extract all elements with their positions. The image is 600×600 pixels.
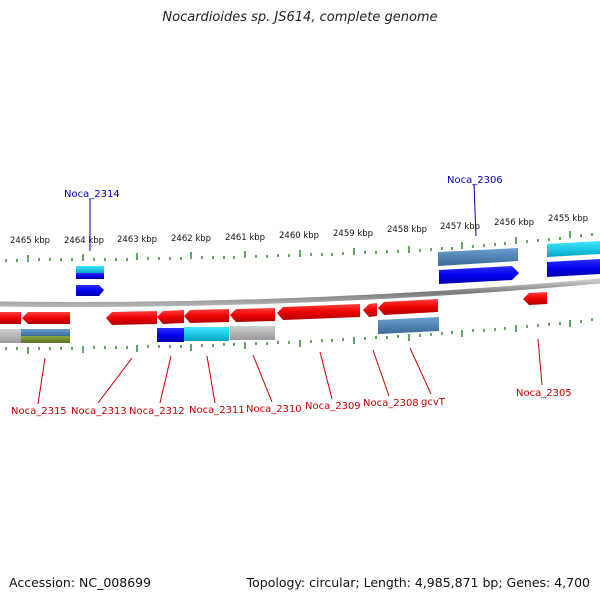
bottom-scale-ticks	[5, 318, 593, 354]
gene-label-noca-2315[interactable]: Noca_2315	[11, 406, 67, 417]
steel-feature	[438, 248, 518, 266]
steel-feature	[378, 317, 439, 334]
accession-text: Accession: NC_008699	[9, 575, 152, 590]
blue-feature	[76, 273, 104, 279]
gene-arrow	[378, 299, 438, 315]
top-scale-ticks	[5, 231, 593, 262]
scale-label: 2463 kbp	[117, 235, 157, 245]
scale-label: 2464 kbp	[64, 236, 104, 246]
gene-label-noca-2305[interactable]: Noca_2305	[516, 388, 572, 399]
gray-feature	[230, 326, 275, 340]
gene-arrow	[523, 292, 547, 305]
gene-label-noca-2306[interactable]: Noca_2306	[447, 175, 503, 186]
scale-label: 2461 kbp	[225, 233, 265, 243]
gene-label-noca-2314[interactable]: Noca_2314	[64, 189, 120, 200]
gene-label-noca-2310[interactable]: Noca_2310	[246, 404, 302, 415]
genome-backbone	[0, 278, 600, 308]
gene-label-noca-2308[interactable]: Noca_2308	[363, 398, 419, 409]
scale-label: 2456 kbp	[494, 218, 534, 228]
scale-label: 2458 kbp	[387, 225, 427, 235]
scale-label: 2457 kbp	[440, 222, 480, 232]
genome-summary: Topology: circular; Length: 4,985,871 bp…	[246, 575, 590, 590]
forward-features	[76, 241, 600, 296]
cyan-feature	[184, 327, 229, 341]
scale-label: 2459 kbp	[333, 229, 373, 239]
gene-label-gcvt[interactable]: gcvT	[421, 397, 446, 408]
gene-arrow	[157, 310, 184, 324]
gene-arrow	[230, 308, 275, 322]
gene-arrow	[184, 309, 229, 323]
gene-arrow	[0, 312, 21, 324]
reverse-features	[0, 292, 547, 325]
scale-label: 2455 kbp	[548, 214, 588, 224]
cyan-feature	[547, 241, 600, 257]
bottom-connectors	[37, 338, 543, 405]
blue-feature	[157, 328, 184, 342]
blue-feature	[547, 259, 600, 277]
scale-label: 2465 kbp	[10, 236, 50, 246]
map-title: Nocardioides sp. JS614, complete genome	[162, 10, 438, 25]
gene-arrow	[363, 303, 377, 317]
olive-feature	[21, 336, 70, 343]
gene-label-noca-2309[interactable]: Noca_2309	[305, 401, 361, 412]
gray-feature	[0, 329, 21, 343]
lower-features	[0, 317, 439, 343]
scale-label: 2460 kbp	[279, 231, 319, 241]
bottom-gene-labels: Noca_2315 Noca_2313 Noca_2312 Noca_2311 …	[11, 388, 572, 417]
gene-label-noca-2312[interactable]: Noca_2312	[129, 406, 185, 417]
blue-arrow	[439, 266, 519, 284]
steel-feature	[21, 329, 70, 336]
blue-arrow	[76, 285, 104, 296]
scale-labels: 2465 kbp 2464 kbp 2463 kbp 2462 kbp 2461…	[10, 214, 588, 246]
gene-arrow	[22, 312, 70, 324]
gene-arrow	[106, 311, 157, 325]
connector-line	[473, 183, 477, 237]
scale-label: 2462 kbp	[171, 234, 211, 244]
gene-arrow	[277, 304, 360, 320]
cyan-feature	[76, 266, 104, 273]
gene-label-noca-2311[interactable]: Noca_2311	[189, 405, 245, 416]
gene-label-noca-2313[interactable]: Noca_2313	[71, 406, 127, 417]
